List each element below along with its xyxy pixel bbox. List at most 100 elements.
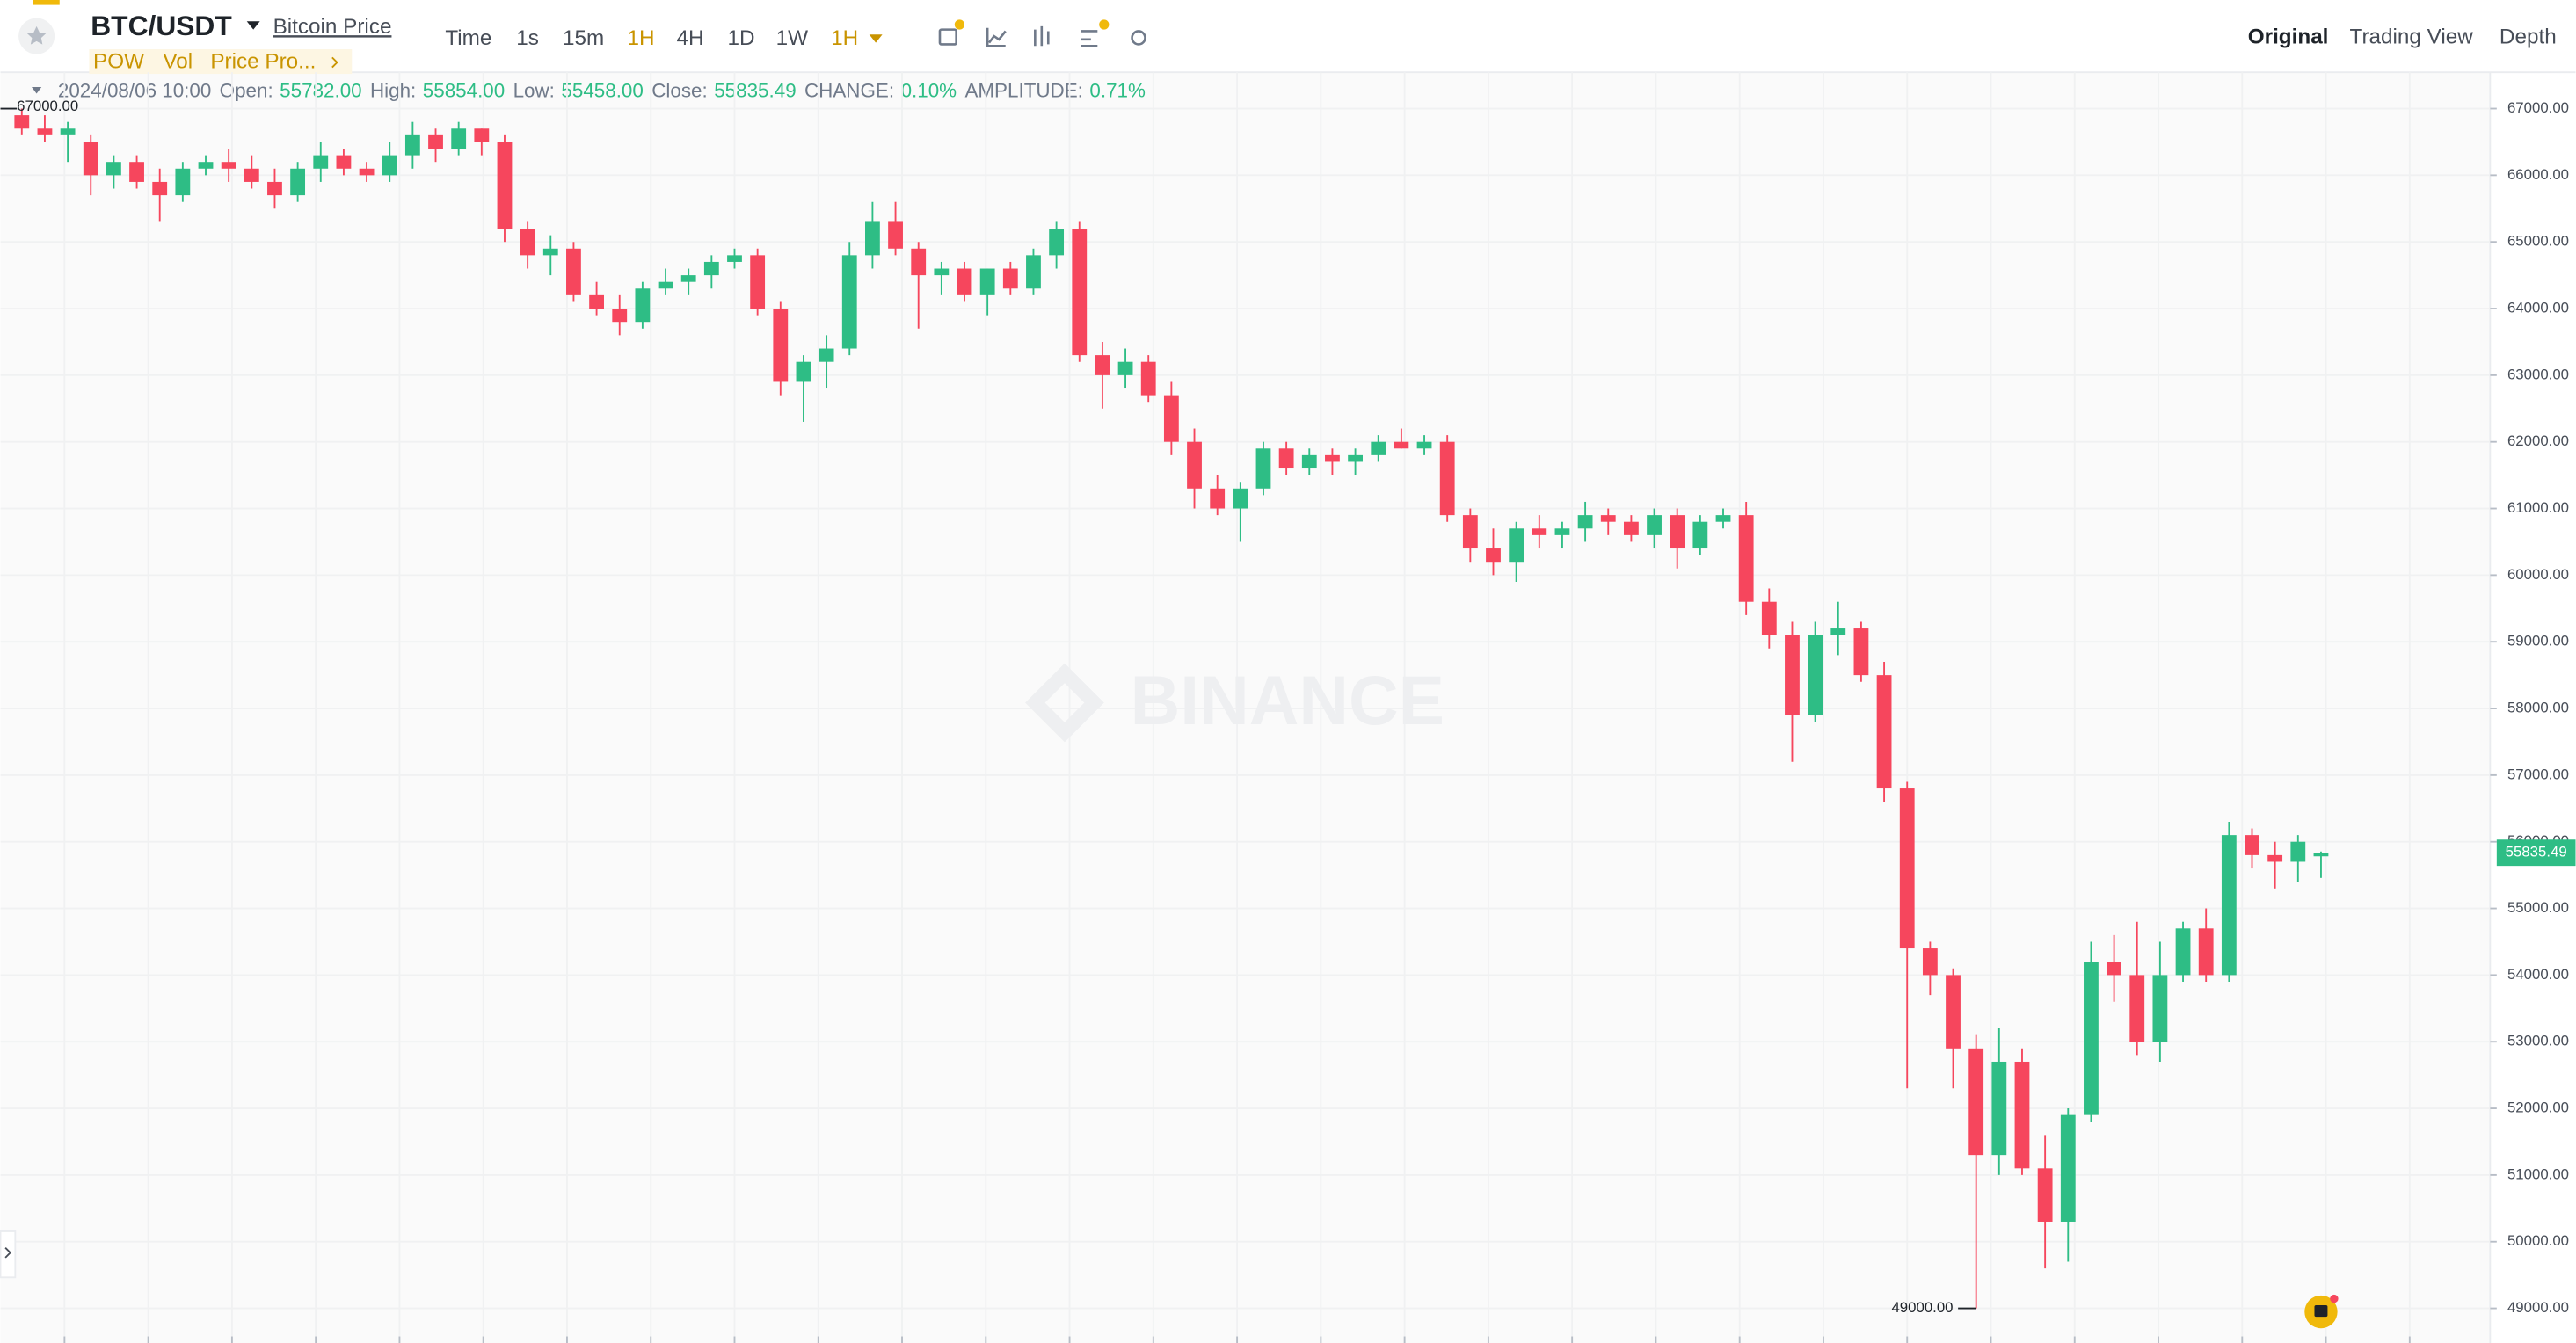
info-value: 55458.00 [561, 80, 643, 102]
chat-icon [2314, 1305, 2328, 1318]
candle-body [2175, 928, 2191, 976]
indicator-tag[interactable]: Price Pro... [210, 49, 316, 73]
candle-body [1026, 255, 1041, 289]
candle-body [474, 128, 490, 142]
tab-accent [33, 0, 60, 5]
layout-icon[interactable] [1081, 30, 1098, 47]
candle-body [2313, 853, 2329, 857]
candle-body [658, 281, 673, 289]
indicator-icon[interactable] [986, 27, 1007, 47]
candle-body [1439, 441, 1455, 516]
low-marker-label: 49000.00 [1891, 1299, 1953, 1316]
info-label: AMPLITUDE: [964, 80, 1082, 102]
y-tick-label: 55000.00 [2507, 899, 2569, 916]
info-value: 0.71% [1089, 80, 1146, 102]
candle-body [1278, 448, 1294, 469]
y-tick-label: 50000.00 [2507, 1232, 2569, 1249]
candle-body [957, 268, 972, 295]
interval-option[interactable]: 1D [727, 26, 754, 50]
candle-body [888, 221, 903, 249]
calendar-icon[interactable] [938, 28, 957, 46]
y-tick-label: 51000.00 [2507, 1165, 2569, 1182]
candle-body [1509, 528, 1524, 563]
candle-body [750, 255, 766, 309]
indicator-strip [89, 49, 353, 75]
candle-icon[interactable] [1034, 25, 1050, 47]
y-tick-label: 63000.00 [2507, 366, 2569, 382]
interval-menu-caret[interactable] [869, 34, 883, 43]
info-value: 55835.49 [714, 80, 796, 102]
settings-icon[interactable] [1131, 30, 1146, 46]
candle-body [1095, 355, 1110, 375]
candle-body [2198, 928, 2214, 976]
candle-body [267, 181, 282, 196]
candle-body [497, 142, 513, 229]
candle-body [1991, 1061, 2007, 1156]
view-option[interactable]: Depth [2500, 25, 2557, 48]
candle-body [83, 142, 98, 176]
y-tick-label: 57000.00 [2507, 766, 2569, 782]
candle-body [2290, 841, 2306, 862]
price-link[interactable]: Bitcoin Price [273, 15, 392, 39]
candle-body [129, 162, 144, 182]
last-price-tag [2496, 839, 2576, 867]
notice-dot [1099, 19, 1110, 30]
candle-body [1255, 448, 1271, 489]
sidebar-toggle-icon [4, 1246, 12, 1259]
y-tick-label: 49000.00 [2507, 1299, 2569, 1316]
info-label: CHANGE: [804, 80, 894, 102]
candle-body [1830, 628, 1846, 635]
view-option[interactable]: Original [2248, 25, 2329, 48]
interval-option[interactable]: 4H [677, 26, 704, 50]
view-option[interactable]: Trading View [2350, 25, 2474, 48]
candle-body [382, 155, 397, 176]
indicator-more[interactable] [331, 56, 338, 69]
y-tick-label: 58000.00 [2507, 699, 2569, 715]
y-tick-label: 65000.00 [2507, 233, 2569, 250]
candle-body [404, 134, 420, 156]
y-tick-label: 66000.00 [2507, 166, 2569, 183]
candle-body [1876, 675, 1892, 789]
view-switch: Original Trading View Depth [2248, 25, 2557, 48]
candle-body [2267, 854, 2283, 862]
interval-option[interactable]: 1W [776, 26, 808, 50]
candle-body [1187, 441, 1202, 489]
interval-option[interactable]: Time [445, 26, 491, 50]
y-tick-label: 59000.00 [2507, 633, 2569, 650]
tool-icons [938, 25, 1146, 47]
candle-body [1946, 975, 1961, 1049]
info-label: Open: [220, 80, 273, 102]
candle-body [14, 115, 30, 129]
candle-body [1554, 528, 1570, 535]
interval-menu[interactable]: 1H [831, 26, 858, 50]
interval-option[interactable]: 15m [563, 26, 604, 50]
y-tick-label: 67000.00 [2507, 99, 2569, 116]
candle-body [2084, 962, 2099, 1115]
candle-body [979, 268, 995, 295]
info-toggle[interactable] [32, 87, 42, 94]
interval-option[interactable]: 1H [628, 26, 655, 50]
candle-body [1002, 268, 1018, 289]
candle-body [911, 248, 927, 276]
candle-body [1072, 229, 1088, 356]
candle-body [566, 248, 581, 295]
indicator-tag[interactable]: Vol [163, 49, 193, 73]
indicator-bar: POW Vol Price Pro... [89, 49, 353, 75]
candle-body [841, 255, 857, 349]
interval-option[interactable]: 1s [516, 26, 539, 50]
symbol[interactable]: BTC/USDT [91, 10, 232, 41]
info-label: Close: [651, 80, 708, 102]
candle-body [2129, 975, 2145, 1042]
candle-body [1853, 628, 1869, 676]
candle-body [1785, 635, 1800, 715]
candle-body [589, 294, 604, 309]
indicator-tag[interactable]: POW [93, 49, 144, 73]
candle-body [1416, 441, 1432, 449]
symbol-dropdown[interactable] [246, 21, 260, 30]
y-tick-label: 52000.00 [2507, 1099, 2569, 1115]
candle-body [1808, 635, 1823, 715]
candle-body [1301, 454, 1317, 469]
candle-body [428, 134, 443, 149]
last-price-label: 55835.49 [2506, 844, 2567, 860]
